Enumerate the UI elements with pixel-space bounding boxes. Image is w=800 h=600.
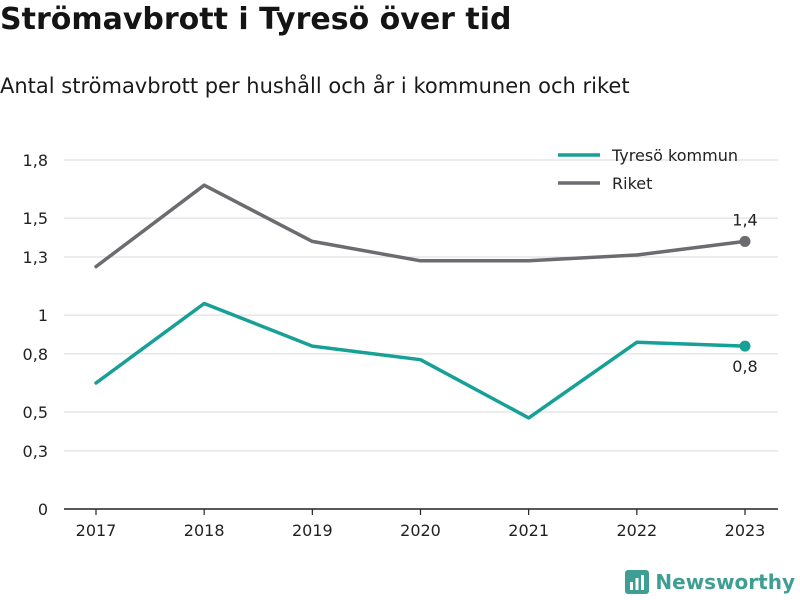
y-tick-label: 0 (38, 500, 48, 519)
x-tick-label: 2023 (725, 521, 766, 540)
x-tick-label: 2017 (76, 521, 117, 540)
chart-title: Strömavbrott i Tyresö över tid (0, 2, 512, 37)
brand-logo: Newsworthy (625, 570, 795, 594)
x-tick-label: 2020 (400, 521, 441, 540)
legend: Tyresö kommun Riket (558, 146, 738, 193)
legend-entry: Tyresö kommun (611, 146, 738, 165)
series-line-tyresö-kommun (94, 301, 747, 420)
series-line-riket (94, 183, 747, 269)
data-label-tyresö-kommun: 0,8 (732, 357, 757, 376)
y-tick-label: 1 (38, 306, 48, 325)
brand-name: Newsworthy (655, 570, 795, 594)
y-axis: 0 0,3 0,5 0,8 1 1,3 1,5 1,8 (23, 151, 48, 519)
y-tick-label: 1,8 (23, 151, 48, 170)
x-tick-label: 2022 (616, 521, 657, 540)
chart-subtitle: Antal strömavbrott per hushåll och år i … (0, 74, 630, 98)
x-tick-label: 2021 (508, 521, 549, 540)
y-tick-label: 0,5 (23, 403, 48, 422)
y-tick-label: 0,8 (23, 345, 48, 364)
y-tick-label: 0,3 (23, 442, 48, 461)
data-point-tyresö-kommun (739, 340, 751, 352)
x-axis: 2017 2018 2019 2020 2021 2022 2023 (64, 508, 778, 540)
newsworthy-logo-icon (625, 570, 650, 594)
y-tick-label: 1,3 (23, 248, 48, 267)
x-tick-label: 2018 (184, 521, 225, 540)
x-tick-label: 2019 (292, 521, 333, 540)
y-tick-label: 1,5 (23, 209, 48, 228)
series-lines: 1,4 0,8 (94, 183, 758, 420)
data-label-riket: 1,4 (732, 210, 757, 229)
grid-lines (64, 159, 778, 452)
data-point-riket (739, 235, 751, 247)
legend-entry: Riket (612, 174, 652, 193)
